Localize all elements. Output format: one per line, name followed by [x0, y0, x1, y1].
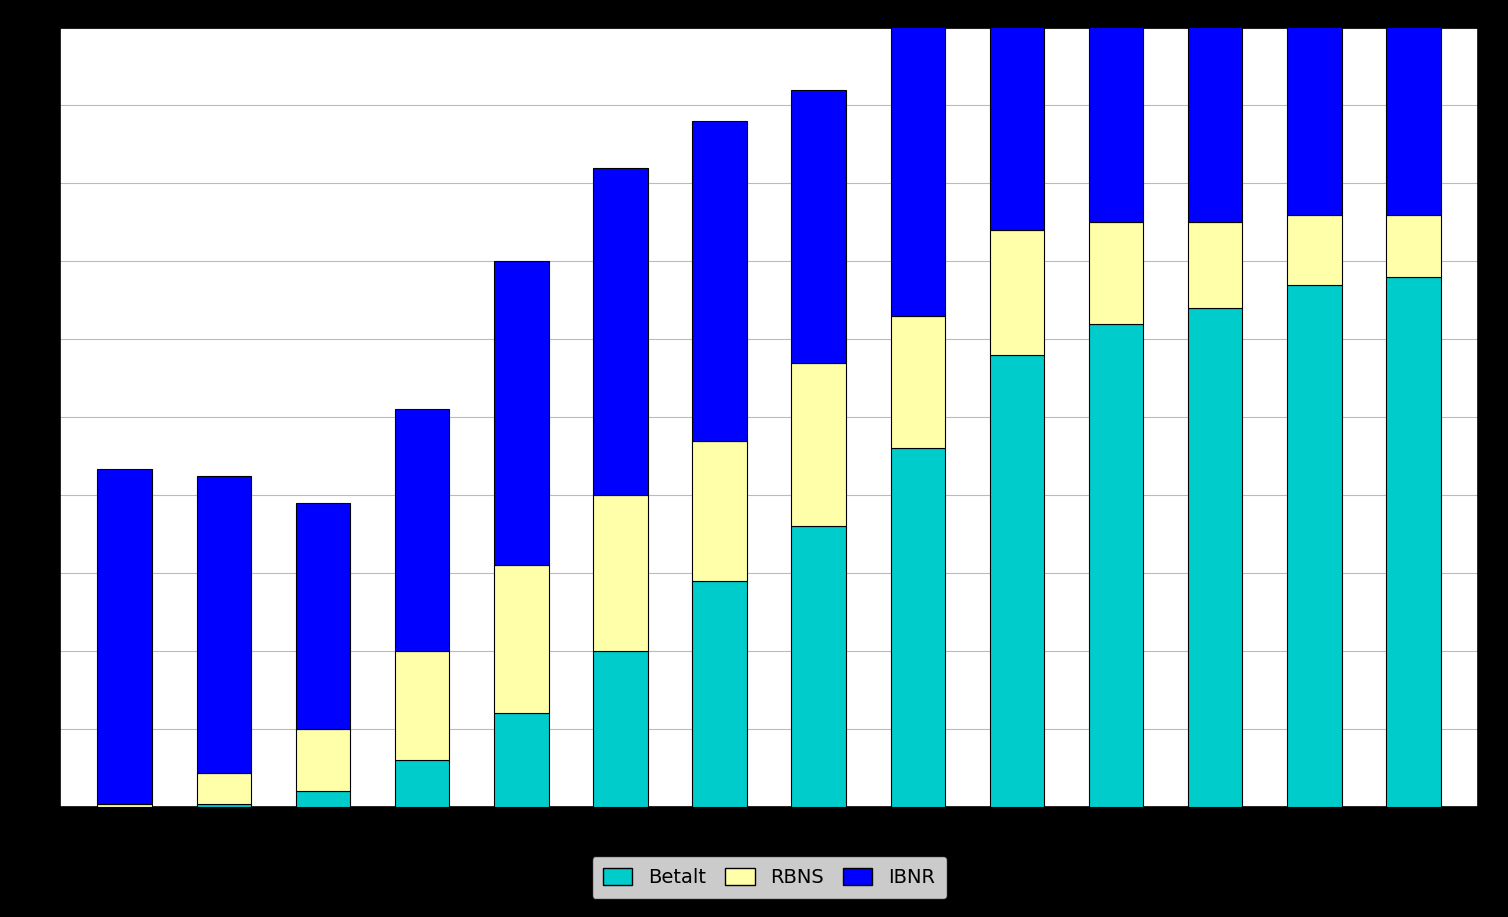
- Bar: [1089, 222, 1143, 324]
- Bar: [1188, 308, 1243, 807]
- Bar: [196, 477, 252, 773]
- Bar: [1386, 277, 1440, 807]
- Bar: [1386, 0, 1440, 215]
- Bar: [692, 581, 746, 807]
- Bar: [593, 168, 647, 495]
- Bar: [593, 651, 647, 807]
- Bar: [1089, 324, 1143, 807]
- Bar: [989, 0, 1044, 230]
- Bar: [296, 503, 350, 729]
- Bar: [792, 90, 846, 362]
- Bar: [296, 791, 350, 807]
- Bar: [692, 440, 746, 581]
- Bar: [989, 230, 1044, 355]
- Bar: [495, 565, 549, 713]
- Bar: [692, 121, 746, 440]
- Bar: [1386, 215, 1440, 277]
- Bar: [792, 526, 846, 807]
- Bar: [1089, 0, 1143, 222]
- Bar: [98, 804, 152, 807]
- Bar: [989, 355, 1044, 807]
- Bar: [792, 362, 846, 526]
- Bar: [98, 469, 152, 804]
- Bar: [891, 448, 946, 807]
- Bar: [1188, 0, 1243, 222]
- Bar: [395, 760, 449, 807]
- Bar: [891, 315, 946, 448]
- Bar: [1286, 215, 1342, 284]
- Bar: [1286, 284, 1342, 807]
- Bar: [196, 804, 252, 807]
- Bar: [296, 729, 350, 791]
- Bar: [593, 495, 647, 651]
- Bar: [1188, 222, 1243, 308]
- Legend: Betalt, RBNS, IBNR: Betalt, RBNS, IBNR: [591, 856, 947, 899]
- Bar: [395, 651, 449, 760]
- Bar: [891, 0, 946, 315]
- Bar: [395, 409, 449, 651]
- Bar: [495, 261, 549, 565]
- Bar: [196, 773, 252, 804]
- Bar: [1286, 0, 1342, 215]
- Bar: [495, 713, 549, 807]
